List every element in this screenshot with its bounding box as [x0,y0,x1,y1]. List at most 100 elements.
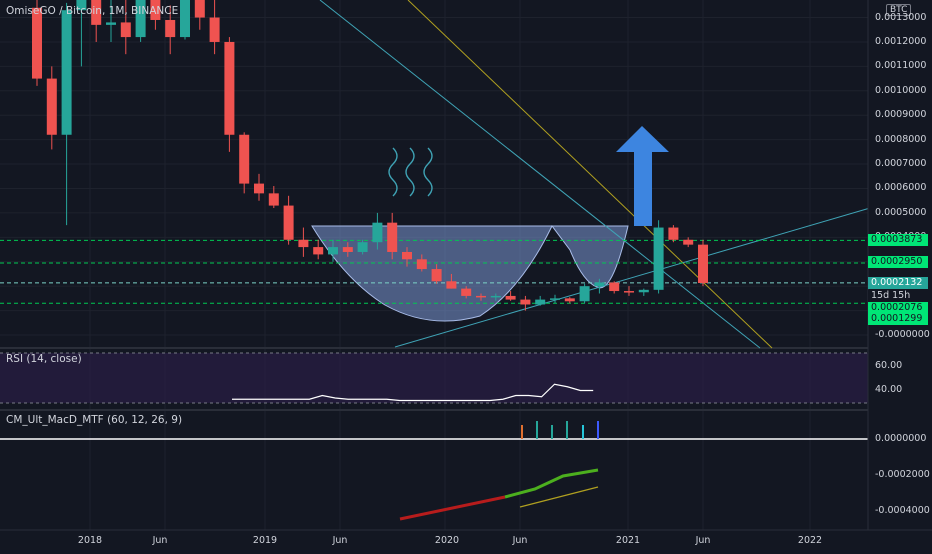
candle-body [579,286,590,302]
downtrend-line-cyan [319,0,761,349]
currency-badge[interactable]: BTC [886,4,912,16]
candle-body [313,247,324,255]
candle-body [76,0,87,11]
steam-squiggle [388,147,398,197]
steam-squiggle [405,147,415,197]
candle-body [254,183,264,194]
time-axis-label: 2022 [797,535,823,546]
price-badge: 0.0003873 [868,234,928,246]
macd-line-red [399,495,506,521]
price-axis-label: 0.0008000 [875,133,927,145]
time-axis-label: 2020 [434,535,460,546]
macd-title[interactable]: CM_Ult_MacD_MTF (60, 12, 26, 9) [6,414,183,426]
macd-axis-label: -0.0004000 [875,505,930,516]
candle-body [46,78,57,135]
candle-body [239,134,250,184]
time-axis-label: Jun [512,535,528,546]
candle-body [505,295,516,300]
price-axis-label: 0.0012000 [875,35,927,47]
candle-body [609,282,620,292]
candle-body [683,239,694,245]
macd-histogram-bar [566,421,568,439]
candle-body [135,0,146,38]
price-badge: 0.0002132 [868,277,928,289]
price-axis-label: -0.0000000 [875,329,930,340]
candle-body [224,41,235,135]
time-axis-label: Jun [695,535,711,546]
candle-body [698,244,708,283]
steam-squiggle [423,147,433,197]
candle-body [268,193,279,206]
candle-body [594,282,605,287]
price-axis-label: 0.0007000 [875,158,927,170]
price-badge: 0.0002076 [868,302,928,314]
candle-body [550,298,560,300]
candle-body [490,295,501,298]
rsi-axis-label: 40.00 [875,384,903,395]
candle-body [476,295,486,298]
macd-histogram-bar [521,425,523,439]
price-badge: 0.0001299 [868,313,928,325]
candle-body [61,10,72,135]
rsi-axis-label: 60.00 [875,360,903,371]
candle-body [357,242,368,252]
candle-body [209,17,220,42]
time-axis-label: 2021 [615,535,641,546]
candle-body [328,247,338,255]
candle-body [668,227,679,240]
candle-body [520,299,531,305]
breakout-up-arrow [616,126,669,226]
candle-body [283,205,294,240]
candle-body [194,0,205,18]
candle-body [298,239,309,248]
downtrend-line-yellow [407,0,773,349]
price-axis-label: 0.0010000 [875,84,927,96]
candle-body [431,269,442,282]
macd-axis-label: -0.0002000 [875,469,930,480]
time-axis-label: Jun [332,535,348,546]
macd-histogram-bar [536,421,538,439]
candle-body [564,298,575,302]
candle-body [653,227,664,290]
candle-body [446,281,457,289]
time-axis-label: 2018 [77,535,103,546]
candle-body [106,22,116,25]
price-badge: 15d 15h [868,290,928,302]
candle-body [342,247,353,252]
candle-body [387,222,398,252]
candle-body [372,222,383,243]
price-axis-label: 0.0006000 [875,182,927,194]
macd-histogram-bar [582,425,584,439]
macd-axis-label: 0.0000000 [875,433,927,444]
price-axis-label: 0.0013000 [875,11,927,23]
candle-body [150,0,161,20]
rsi-line [232,383,594,402]
time-axis-label: 2019 [252,535,278,546]
price-axis-label: 0.0005000 [875,206,927,218]
candle-body [32,7,42,79]
candle-body [120,22,131,38]
candle-body [416,259,427,270]
uptrend-support-line [394,207,871,348]
symbol-title: OmiseGO / Bitcoin, 1M, BINANCE [6,5,179,17]
candle-body [461,288,472,296]
macd-signal-line [519,486,599,508]
candle-body [180,0,190,38]
candle-body [165,19,176,38]
candle-body [91,0,102,25]
price-axis-label: 0.0009000 [875,109,927,121]
rsi-band [0,353,868,403]
candle-body [535,299,546,305]
macd-line-green [504,468,599,499]
price-badge: 0.0002950 [868,256,928,268]
time-axis-label: Jun [152,535,168,546]
macd-histogram-bar [551,425,553,439]
rsi-title[interactable]: RSI (14, close) [6,353,82,365]
candle-body [638,289,649,293]
macd-histogram-bar [597,421,599,439]
candle-body [402,251,412,260]
price-axis-label: 0.0011000 [875,60,927,72]
candle-body [624,291,634,293]
